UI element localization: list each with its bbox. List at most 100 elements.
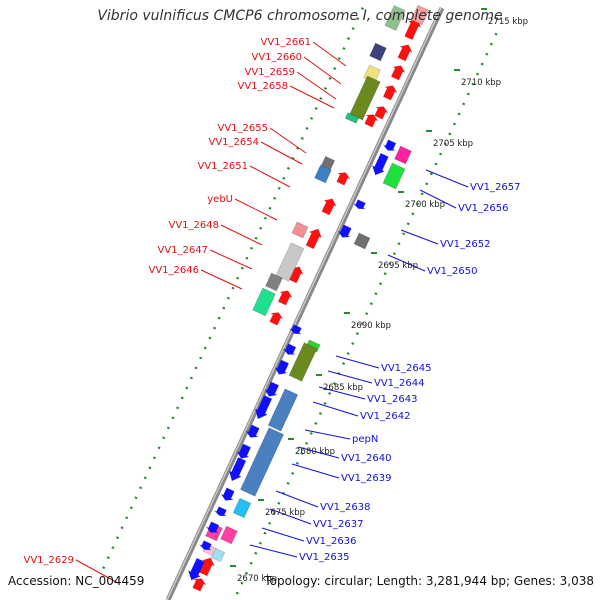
tick-label: 2690 kbp bbox=[351, 321, 391, 331]
tick-label: 2680 kbp bbox=[295, 447, 335, 457]
left-leader-line bbox=[269, 127, 307, 154]
genome-summary: Topology: circular; Length: 3,281,944 bp… bbox=[264, 574, 594, 588]
forward-gene bbox=[305, 228, 322, 250]
reverse-gene bbox=[264, 381, 280, 397]
map-title: Vibrio vulnificus CMCP6 chromosome I, co… bbox=[97, 8, 503, 24]
gene-features bbox=[187, 4, 430, 592]
forward-gene bbox=[364, 114, 379, 128]
right-gene-label: VV1_2644 bbox=[374, 378, 425, 389]
right-leader-line bbox=[425, 169, 469, 188]
reverse-gene bbox=[254, 395, 273, 420]
reverse-gene bbox=[228, 457, 247, 482]
reverse-gene bbox=[371, 152, 389, 176]
tick-label: 2695 kbp bbox=[378, 261, 418, 271]
right-leader-line bbox=[291, 463, 340, 479]
tick-labels: 2670 kbp 2675 kbp 2680 kbp 2685 kbp 2690 kbp… bbox=[230, 8, 528, 584]
left-leader-line bbox=[234, 198, 278, 221]
right-leader-line bbox=[419, 189, 457, 209]
right-gene-label: VV1_2637 bbox=[313, 519, 364, 530]
gene-steelblue bbox=[314, 164, 332, 184]
right-leader-line bbox=[387, 254, 426, 272]
gene-navy bbox=[369, 42, 387, 62]
gene-magenta-r2 bbox=[220, 525, 238, 545]
left-gene-label: VV1_2658 bbox=[238, 81, 289, 92]
right-leader-line bbox=[297, 446, 340, 459]
right-gene-label: VV1_2657 bbox=[470, 182, 521, 193]
reverse-gene bbox=[274, 359, 290, 375]
gene-mint bbox=[344, 112, 360, 124]
gene-magenta-r bbox=[394, 145, 412, 165]
right-leader-line bbox=[312, 401, 359, 417]
reverse-gene bbox=[353, 199, 366, 210]
right-gene-label: VV1_2643 bbox=[367, 394, 418, 405]
tick-label: 2705 kbp bbox=[433, 139, 473, 149]
tick-label: 2710 kbp bbox=[461, 78, 501, 88]
gene-pink bbox=[410, 4, 430, 26]
right-gene-label: VV1_2652 bbox=[440, 239, 491, 250]
reverse-gene bbox=[245, 424, 260, 438]
left-gene-label: VV1_2659 bbox=[245, 67, 296, 78]
right-leader-line bbox=[261, 527, 305, 542]
forward-gene bbox=[277, 290, 293, 306]
gene-grey-r bbox=[353, 232, 371, 250]
right-gene-label: VV1_2656 bbox=[458, 203, 509, 214]
left-gene-label: VV1_2660 bbox=[252, 52, 303, 63]
reverse-gene bbox=[220, 487, 235, 501]
left-leader-line bbox=[303, 56, 342, 85]
reverse-gene bbox=[383, 139, 397, 151]
forward-gene bbox=[397, 44, 413, 62]
left-gene-label: VV1_2646 bbox=[149, 265, 200, 276]
tick-label: 2700 kbp bbox=[405, 200, 445, 210]
tick-label: 2685 kbp bbox=[323, 383, 363, 393]
left-leader-line bbox=[312, 41, 347, 67]
right-gene-label: VV1_2638 bbox=[320, 502, 371, 513]
reverse-gene bbox=[187, 557, 205, 581]
tick-label: 2670 kbp bbox=[237, 574, 277, 584]
reverse-gene bbox=[236, 443, 252, 459]
gene-mint-large bbox=[252, 287, 276, 317]
forward-gene bbox=[269, 312, 284, 326]
gene-green-r bbox=[382, 162, 406, 190]
forward-gene bbox=[382, 85, 398, 101]
right-gene-label: VV1_2636 bbox=[306, 536, 357, 547]
left-leader-line bbox=[209, 249, 253, 270]
gene-lightcyan bbox=[210, 547, 226, 563]
chromosome-backbone bbox=[165, 6, 445, 600]
right-gene-label: VV1_2642 bbox=[360, 411, 411, 422]
right-gene-label: pepN bbox=[352, 434, 378, 445]
left-leader-line bbox=[260, 141, 303, 165]
right-leader-line bbox=[269, 508, 312, 525]
left-leader-line bbox=[289, 85, 335, 109]
forward-gene bbox=[336, 172, 351, 186]
left-gene-label: VV1_2647 bbox=[158, 245, 209, 256]
accession-text: Accession: NC_004459 bbox=[8, 574, 145, 588]
left-gene-label: VV1_2661 bbox=[261, 37, 312, 48]
right-leader-line bbox=[335, 355, 380, 369]
right-gene-label: VV1_2635 bbox=[299, 552, 350, 563]
reverse-gene bbox=[199, 540, 212, 551]
left-gene-label: VV1_2654 bbox=[209, 137, 260, 148]
reverse-gene bbox=[289, 324, 302, 335]
left-gene-label: VV1_2655 bbox=[218, 123, 269, 134]
left-gene-label: VV1_2651 bbox=[198, 161, 249, 172]
gene-olive-r bbox=[288, 342, 318, 382]
gene-labels: VV1_2661 VV1_2660 VV1_2659 VV1_2658 VV1_2655… bbox=[24, 37, 521, 566]
left-gene-label: VV1_2648 bbox=[169, 220, 220, 231]
reverse-gene bbox=[214, 506, 227, 517]
left-leader-line bbox=[200, 269, 243, 290]
gene-steelblue-r bbox=[267, 388, 299, 432]
tick-label: 2675 kbp bbox=[265, 508, 305, 518]
reverse-gene bbox=[206, 521, 220, 533]
right-leader-line bbox=[304, 429, 351, 440]
left-leader-line bbox=[75, 559, 119, 584]
right-gene-label: VV1_2640 bbox=[341, 453, 392, 464]
gene-salmon bbox=[291, 221, 309, 239]
forward-gene bbox=[321, 198, 337, 216]
right-leader-line bbox=[400, 229, 439, 245]
forward-gene bbox=[390, 65, 406, 81]
right-leader-line bbox=[249, 544, 298, 558]
tick-label: 2715 kbp bbox=[488, 17, 528, 27]
left-leader-line bbox=[249, 165, 291, 188]
label-leader-lines bbox=[75, 41, 469, 584]
